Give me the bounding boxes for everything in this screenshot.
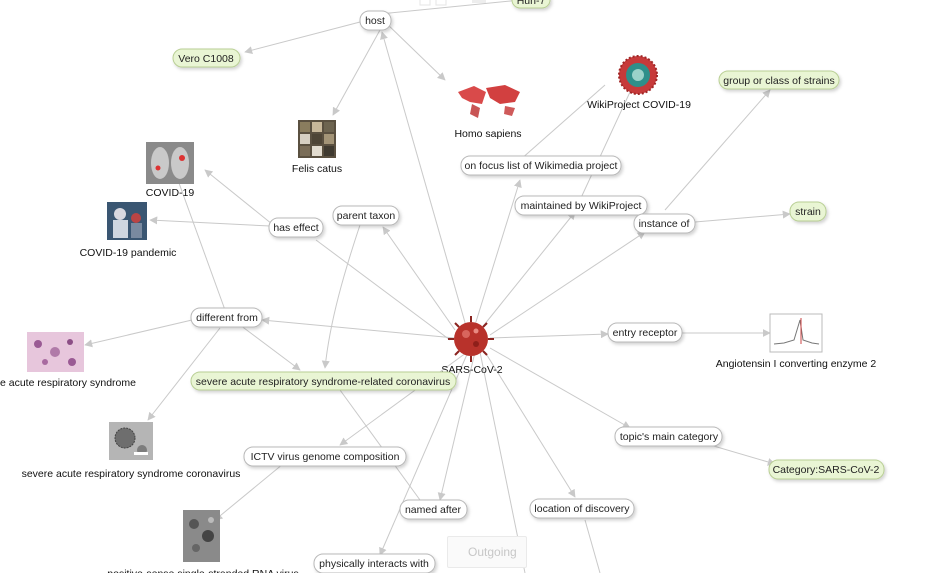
vero-label: Vero C1008 [178, 53, 234, 65]
host-label: host [365, 15, 385, 27]
ictv-genome-label: ICTV virus genome composition [251, 451, 400, 463]
image-node-ace2[interactable]: Angiotensin I converting enzyme 2 [716, 313, 877, 370]
homo-sapiens-label: Homo sapiens [454, 128, 521, 140]
property-node-ictv-genome[interactable]: ICTV virus genome composition [243, 446, 407, 467]
category-label: Category:SARS-CoV-2 [773, 464, 880, 476]
property-node-parent-taxon[interactable]: parent taxon [332, 205, 400, 226]
ace2-label: Angiotensin I converting enzyme 2 [716, 358, 877, 370]
spectrum-chart-icon [769, 313, 823, 353]
image-node-ssrna[interactable]: positive-sense single-stranded RNA virus [107, 510, 299, 573]
image-node-sars-cov[interactable]: severe acute respiratory syndrome corona… [22, 422, 241, 480]
property-node-has-effect[interactable]: has effect [268, 217, 324, 238]
strain-label: strain [795, 206, 821, 218]
value-node-sars-related[interactable]: severe acute respiratory syndrome-relate… [190, 371, 457, 391]
entry-receptor-label: entry receptor [613, 327, 678, 339]
tissue-histology-icon [27, 332, 84, 372]
physically-interacts-label: physically interacts with [319, 558, 429, 570]
pandemic-label: COVID-19 pandemic [80, 247, 177, 259]
property-node-named-after[interactable]: named after [399, 499, 468, 520]
center-label: SARS-CoV-2 [441, 364, 502, 376]
value-node-vero[interactable]: Vero C1008 [172, 48, 241, 68]
property-node-instance-of[interactable]: instance of [633, 213, 696, 234]
image-node-felis-catus[interactable]: Felis catus [292, 120, 342, 175]
property-node-entry-receptor[interactable]: entry receptor [607, 322, 683, 343]
value-node-group-class[interactable]: group or class of strains [718, 70, 840, 90]
instance-of-label: instance of [639, 218, 690, 230]
sars-related-label: severe acute respiratory syndrome-relate… [196, 376, 450, 388]
location-of-discovery-label: location of discovery [534, 503, 630, 515]
covid19-label: COVID-19 [146, 187, 195, 199]
legend-outgoing: Outgoing [468, 545, 517, 559]
image-node-pandemic[interactable]: COVID-19 pandemic [80, 202, 177, 259]
group-class-label: group or class of strains [723, 75, 834, 87]
parent-taxon-label: parent taxon [337, 210, 396, 222]
faded-toolbar-icons [419, 0, 486, 6]
virus-icon [448, 316, 494, 362]
legend-box [447, 536, 527, 568]
felis-catus-label: Felis catus [292, 163, 342, 175]
value-node-category[interactable]: Category:SARS-CoV-2 [768, 459, 885, 480]
property-node-host[interactable]: host [359, 10, 392, 31]
image-node-sars-disease[interactable]: e acute respiratory syndrome [0, 332, 136, 389]
world-map-icon [455, 82, 525, 120]
property-node-maintained-by[interactable]: maintained by WikiProject [514, 195, 648, 216]
on-focus-list-label: on focus list of Wikimedia project [465, 160, 618, 172]
property-node-different-from[interactable]: different from [190, 307, 263, 328]
micrograph-grayscale-icon [183, 510, 220, 562]
cats-photo-icon [298, 120, 336, 158]
image-node-wikiproject[interactable]: WikiProject COVID-19 [587, 55, 691, 111]
value-node-strain[interactable]: strain [789, 201, 827, 222]
hun7-label: Hun-7 [517, 0, 546, 7]
ssrna-label: positive-sense single-stranded RNA virus [107, 568, 298, 573]
image-node-covid19[interactable]: COVID-19 [146, 142, 195, 199]
property-node-topics-main-category[interactable]: topic's main category [614, 426, 723, 447]
image-node-homo-sapiens[interactable]: Homo sapiens [454, 82, 525, 140]
named-after-label: named after [405, 504, 462, 516]
sars-cov-label: severe acute respiratory syndrome corona… [22, 468, 241, 480]
property-node-on-focus-list[interactable]: on focus list of Wikimedia project [460, 155, 622, 176]
coronavirus-icon [618, 55, 658, 95]
electron-micrograph-icon [109, 422, 153, 460]
maintained-by-label: maintained by WikiProject [521, 200, 642, 212]
center-node[interactable]: SARS-CoV-2 [441, 316, 503, 376]
wikiproject-label: WikiProject COVID-19 [587, 99, 691, 111]
has-effect-label: has effect [273, 222, 318, 234]
sars-disease-label: e acute respiratory syndrome [0, 377, 136, 389]
edges [84, 0, 791, 573]
value-node-hun7[interactable]: Hun-7 [511, 0, 551, 9]
property-node-physically-interacts[interactable]: physically interacts with [313, 553, 436, 573]
topics-main-category-label: topic's main category [620, 431, 719, 443]
lung-scan-icon [146, 142, 194, 184]
different-from-label: different from [196, 312, 258, 324]
medical-staff-photo-icon [107, 202, 147, 240]
property-node-location-of-discovery[interactable]: location of discovery [529, 498, 635, 519]
